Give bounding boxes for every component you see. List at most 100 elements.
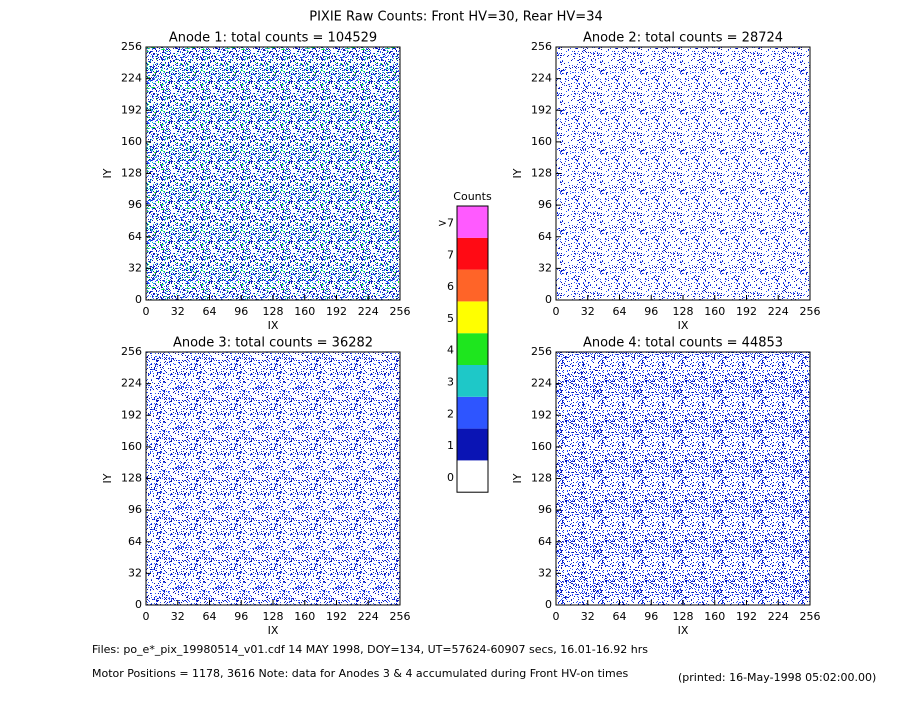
- y-tick-label: 96: [538, 198, 552, 211]
- heatmap-image: [146, 352, 400, 605]
- y-tick-label: 224: [531, 377, 552, 390]
- heatmap-image: [146, 47, 400, 300]
- y-tick-label: 0: [545, 293, 552, 306]
- colorbar-label: 0: [447, 471, 454, 484]
- y-tick-label: 128: [121, 472, 142, 485]
- y-tick-label: 0: [135, 598, 142, 611]
- colorbar-title: Counts: [453, 190, 492, 203]
- y-tick-label: 0: [545, 598, 552, 611]
- x-tick-label: 160: [704, 610, 725, 623]
- x-tick-label: 160: [704, 305, 725, 318]
- y-tick-label: 64: [538, 535, 552, 548]
- y-tick-label: 128: [531, 472, 552, 485]
- colorbar-label: >7: [438, 216, 454, 229]
- y-tick-label: 32: [538, 566, 552, 579]
- y-tick-label: 160: [121, 440, 142, 453]
- x-tick-label: 256: [390, 305, 411, 318]
- footer-motor: Motor Positions = 1178, 3616 Note: data …: [92, 667, 628, 680]
- x-tick-label: 64: [203, 305, 217, 318]
- colorbar-swatch: [457, 206, 488, 238]
- y-tick-label: 160: [121, 135, 142, 148]
- y-tick-label: 128: [121, 167, 142, 180]
- colorbar-swatch: [457, 269, 488, 302]
- y-tick-label: 64: [128, 230, 142, 243]
- x-axis-label: IX: [268, 319, 279, 332]
- colorbar-swatch: [457, 237, 488, 270]
- colorbar-swatch: [457, 428, 488, 461]
- colorbar-frame: [456, 205, 489, 493]
- footer-files: Files: po_e*_pix_19980514_v01.cdf 14 MAY…: [92, 643, 648, 656]
- y-tick-label: 192: [531, 103, 552, 116]
- y-tick-label: 192: [121, 103, 142, 116]
- heatmap-image: [556, 47, 810, 300]
- y-tick-label: 32: [128, 566, 142, 579]
- x-tick-label: 128: [673, 610, 694, 623]
- x-tick-label: 192: [326, 610, 347, 623]
- x-tick-label: 32: [581, 305, 595, 318]
- y-tick-label: 64: [538, 230, 552, 243]
- x-tick-label: 224: [358, 610, 379, 623]
- y-tick-label: 256: [121, 40, 142, 53]
- y-tick-label: 96: [128, 503, 142, 516]
- y-tick-label: 64: [128, 535, 142, 548]
- x-tick-label: 0: [553, 610, 560, 623]
- panel-title: Anode 1: total counts = 104529: [169, 31, 377, 46]
- figure-title: PIXIE Raw Counts: Front HV=30, Rear HV=3…: [309, 10, 603, 25]
- heatmap-image: [556, 352, 810, 605]
- colorbar-label: 1: [447, 439, 454, 452]
- x-tick-label: 96: [234, 305, 248, 318]
- x-tick-label: 256: [800, 610, 821, 623]
- y-tick-label: 0: [135, 293, 142, 306]
- x-tick-label: 160: [294, 305, 315, 318]
- y-tick-label: 256: [531, 40, 552, 53]
- y-tick-label: 32: [538, 261, 552, 274]
- colorbar-swatch: [457, 460, 488, 493]
- x-tick-label: 0: [143, 305, 150, 318]
- y-axis-label: IY: [101, 473, 114, 483]
- x-tick-label: 128: [263, 610, 284, 623]
- y-tick-label: 192: [121, 408, 142, 421]
- x-tick-label: 0: [553, 305, 560, 318]
- y-tick-label: 160: [531, 440, 552, 453]
- y-tick-label: 32: [128, 261, 142, 274]
- x-tick-label: 256: [800, 305, 821, 318]
- y-tick-label: 256: [121, 345, 142, 358]
- panel-title: Anode 4: total counts = 44853: [583, 336, 783, 351]
- colorbar-swatch: [457, 396, 488, 429]
- colorbar-swatch: [457, 333, 488, 365]
- x-tick-label: 64: [613, 610, 627, 623]
- colorbar-swatch: [457, 301, 488, 334]
- x-tick-label: 64: [613, 305, 627, 318]
- y-axis-label: IY: [101, 168, 114, 178]
- x-tick-label: 32: [171, 610, 185, 623]
- x-tick-label: 96: [234, 610, 248, 623]
- x-tick-label: 32: [171, 305, 185, 318]
- y-tick-label: 224: [531, 72, 552, 85]
- y-tick-label: 96: [538, 503, 552, 516]
- x-tick-label: 96: [644, 305, 658, 318]
- x-tick-label: 160: [294, 610, 315, 623]
- y-tick-label: 128: [531, 167, 552, 180]
- panel-title: Anode 2: total counts = 28724: [583, 31, 783, 46]
- colorbar-label: 6: [447, 280, 454, 293]
- x-tick-label: 224: [768, 305, 789, 318]
- colorbar-label: 5: [447, 312, 454, 325]
- colorbar-label: 2: [447, 407, 454, 420]
- x-tick-label: 224: [358, 305, 379, 318]
- panel-title: Anode 3: total counts = 36282: [173, 336, 373, 351]
- colorbar-swatch: [457, 365, 488, 397]
- colorbar-label: 7: [447, 248, 454, 261]
- colorbar-label: 4: [447, 344, 454, 357]
- y-tick-label: 256: [531, 345, 552, 358]
- x-axis-label: IX: [678, 319, 689, 332]
- x-axis-label: IX: [268, 624, 279, 637]
- x-tick-label: 224: [768, 610, 789, 623]
- x-axis-label: IX: [678, 624, 689, 637]
- y-axis-label: IY: [511, 168, 524, 178]
- x-tick-label: 192: [736, 610, 757, 623]
- footer-printed: (printed: 16-May-1998 05:02:00.00): [678, 671, 876, 684]
- y-axis-label: IY: [511, 473, 524, 483]
- x-tick-label: 96: [644, 610, 658, 623]
- x-tick-label: 192: [326, 305, 347, 318]
